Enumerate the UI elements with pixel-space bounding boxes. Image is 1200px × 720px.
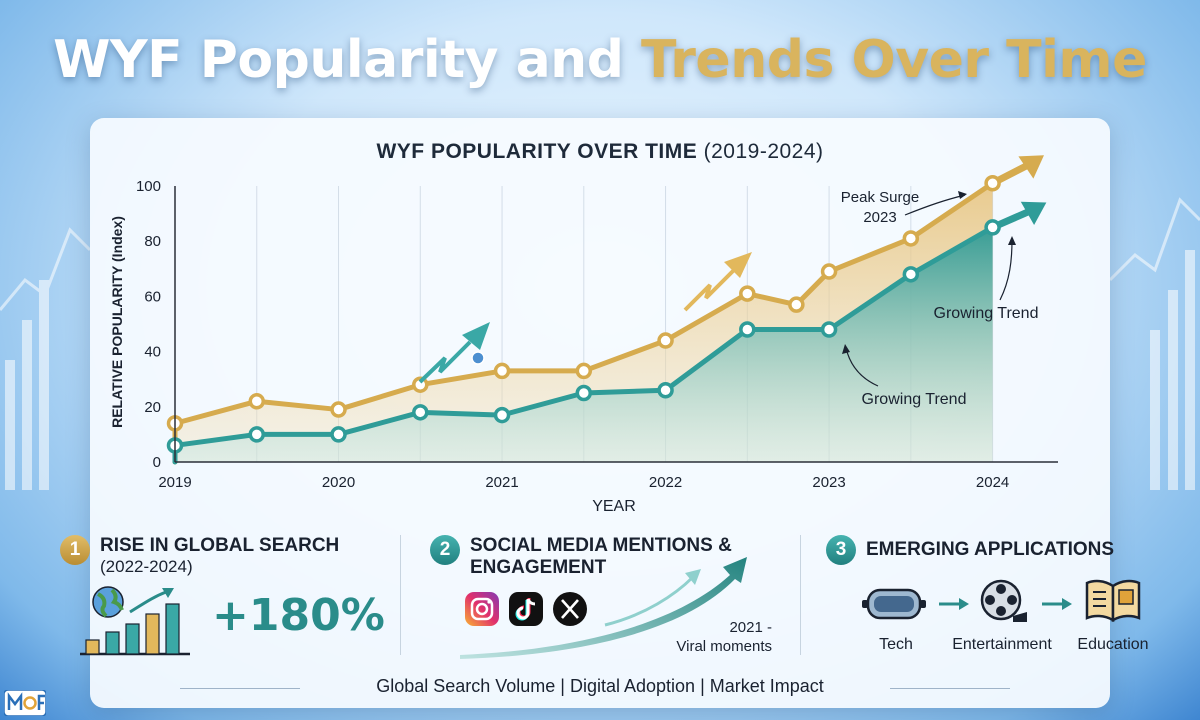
x-tick-label: 2020 — [322, 474, 355, 491]
gold-series-point — [330, 401, 347, 418]
x-tick-label: 2024 — [976, 474, 1009, 491]
feature-emerging-applications: 3 EMERGING APPLICATIONS — [826, 535, 1146, 565]
feature-social-media: 2 SOCIAL MEDIA MENTIONS & ENGAGEMENT — [430, 535, 790, 579]
decorative-trend-arrow-1 — [418, 322, 490, 384]
teal-series-arrowhead — [1020, 201, 1047, 225]
page-title-part1: WYF Popularity and — [53, 30, 624, 90]
teal-series-point — [412, 404, 429, 421]
open-book-icon — [1085, 579, 1141, 623]
footer-rule-left — [180, 688, 300, 689]
vr-headset-icon — [862, 588, 926, 620]
social-growth-swoosh — [460, 557, 747, 659]
feature-number-1: 1 — [60, 535, 90, 565]
app-label-tech: Tech — [879, 636, 913, 653]
gold-series-point — [412, 376, 429, 393]
page-title: WYF Popularity and Trends Over Time — [0, 30, 1200, 90]
gold-series-point — [984, 174, 1001, 192]
gold-series-point — [493, 362, 511, 380]
chart-areas — [175, 183, 993, 463]
decorative-bars-left — [0, 227, 90, 490]
arrow-right-icon — [939, 598, 969, 610]
teal-series-point — [248, 426, 266, 443]
app-label-education: Education — [1077, 636, 1149, 653]
feature-2-title-line1: SOCIAL MEDIA MENTIONS & — [470, 535, 732, 556]
annotation-peak-surge-line1: Peak Surge — [841, 189, 919, 206]
teal-series-point — [575, 384, 593, 402]
app-label-entertainment: Entertainment — [952, 636, 1052, 653]
teal-series-point — [902, 266, 920, 283]
x-axis-label: YEAR — [592, 498, 636, 515]
feature-global-search: 1 RISE IN GLOBAL SEARCH (2022-2024) — [60, 535, 400, 577]
gold-series-point — [575, 362, 593, 380]
arrow-right-icon — [1042, 598, 1072, 610]
gold-series-point — [248, 393, 266, 410]
footer-rule-right — [890, 688, 1010, 689]
viral-note-line1: 2021 - — [729, 619, 772, 636]
feature-3-title: EMERGING APPLICATIONS — [866, 539, 1115, 560]
annotation-growing-trend-lower: Growing Trend — [862, 391, 967, 408]
feature-2-title-line2: ENGAGEMENT — [470, 557, 607, 578]
chart-title: WYF POPULARITY OVER TIME (2019-2024) — [90, 140, 1110, 164]
instagram-icon — [465, 592, 499, 626]
y-tick-label: 40 — [144, 344, 161, 361]
y-tick-label: 20 — [144, 399, 161, 416]
page-title-part2: Trends Over Time — [641, 30, 1147, 90]
teal-series-point — [657, 381, 674, 399]
teal-series-point — [820, 321, 838, 338]
feature-number-2: 2 — [430, 535, 460, 565]
gold-series-point — [820, 263, 838, 280]
chart-tick-labels: 2019 2020 2021 2022 2023 2024 0 20 40 60 80 100 — [136, 178, 1009, 491]
x-tick-label: 2023 — [812, 474, 845, 491]
gold-series-point — [739, 285, 756, 302]
annotation-peak-surge-line2: 2023 — [863, 209, 896, 226]
brand-logo — [4, 690, 46, 716]
gold-series-point — [788, 296, 805, 313]
feature-1-title: RISE IN GLOBAL SEARCH — [100, 535, 340, 556]
film-reel-icon — [980, 579, 1027, 622]
feature-1-subtitle: (2022-2024) — [100, 557, 193, 576]
teal-series-line — [172, 224, 996, 465]
annotation-growing-trend-upper: Growing Trend — [934, 305, 1039, 322]
footer-caption: Global Search Volume | Digital Adoption … — [376, 676, 824, 696]
growing-trend-pointer-upper — [999, 239, 1013, 301]
x-tick-label: 2019 — [158, 474, 191, 491]
feature-divider-2 — [800, 535, 801, 655]
teal-series-point — [493, 406, 511, 424]
chart-title-main: WYF POPULARITY OVER TIME — [376, 140, 698, 163]
decorative-trend-arrow-2 — [683, 252, 752, 312]
teal-series-area — [175, 227, 993, 462]
viral-moments-note: 2021 - Viral moments — [660, 618, 772, 656]
decorative-bars-right — [1110, 197, 1200, 490]
y-tick-label: 100 — [136, 178, 161, 195]
growth-bar-chart-icon — [80, 586, 190, 656]
y-tick-label: 80 — [144, 233, 161, 250]
y-tick-label: 60 — [144, 288, 161, 305]
x-tick-label: 2022 — [649, 474, 682, 491]
teal-series-point — [984, 219, 1001, 236]
x-icon — [553, 592, 587, 626]
teal-series-point — [739, 321, 756, 338]
y-tick-label: 0 — [153, 454, 161, 471]
search-growth-stat: +180% — [212, 590, 385, 641]
teal-series-point — [330, 426, 347, 443]
chart-axes — [174, 186, 1058, 463]
viral-note-line2: Viral moments — [676, 638, 772, 655]
y-axis-label: RELATIVE POPULARITY (Index) — [109, 216, 125, 428]
feature-number-3: 3 — [826, 535, 856, 565]
x-tick-label: 2021 — [485, 474, 518, 491]
gold-series-arrowhead — [1018, 155, 1044, 179]
gold-series-point — [902, 230, 920, 247]
gold-series-point — [657, 332, 674, 349]
tiktok-icon — [509, 592, 543, 626]
feature-divider-1 — [400, 535, 401, 655]
chart-title-years: (2019-2024) — [703, 140, 824, 163]
chart-points — [166, 174, 1001, 454]
